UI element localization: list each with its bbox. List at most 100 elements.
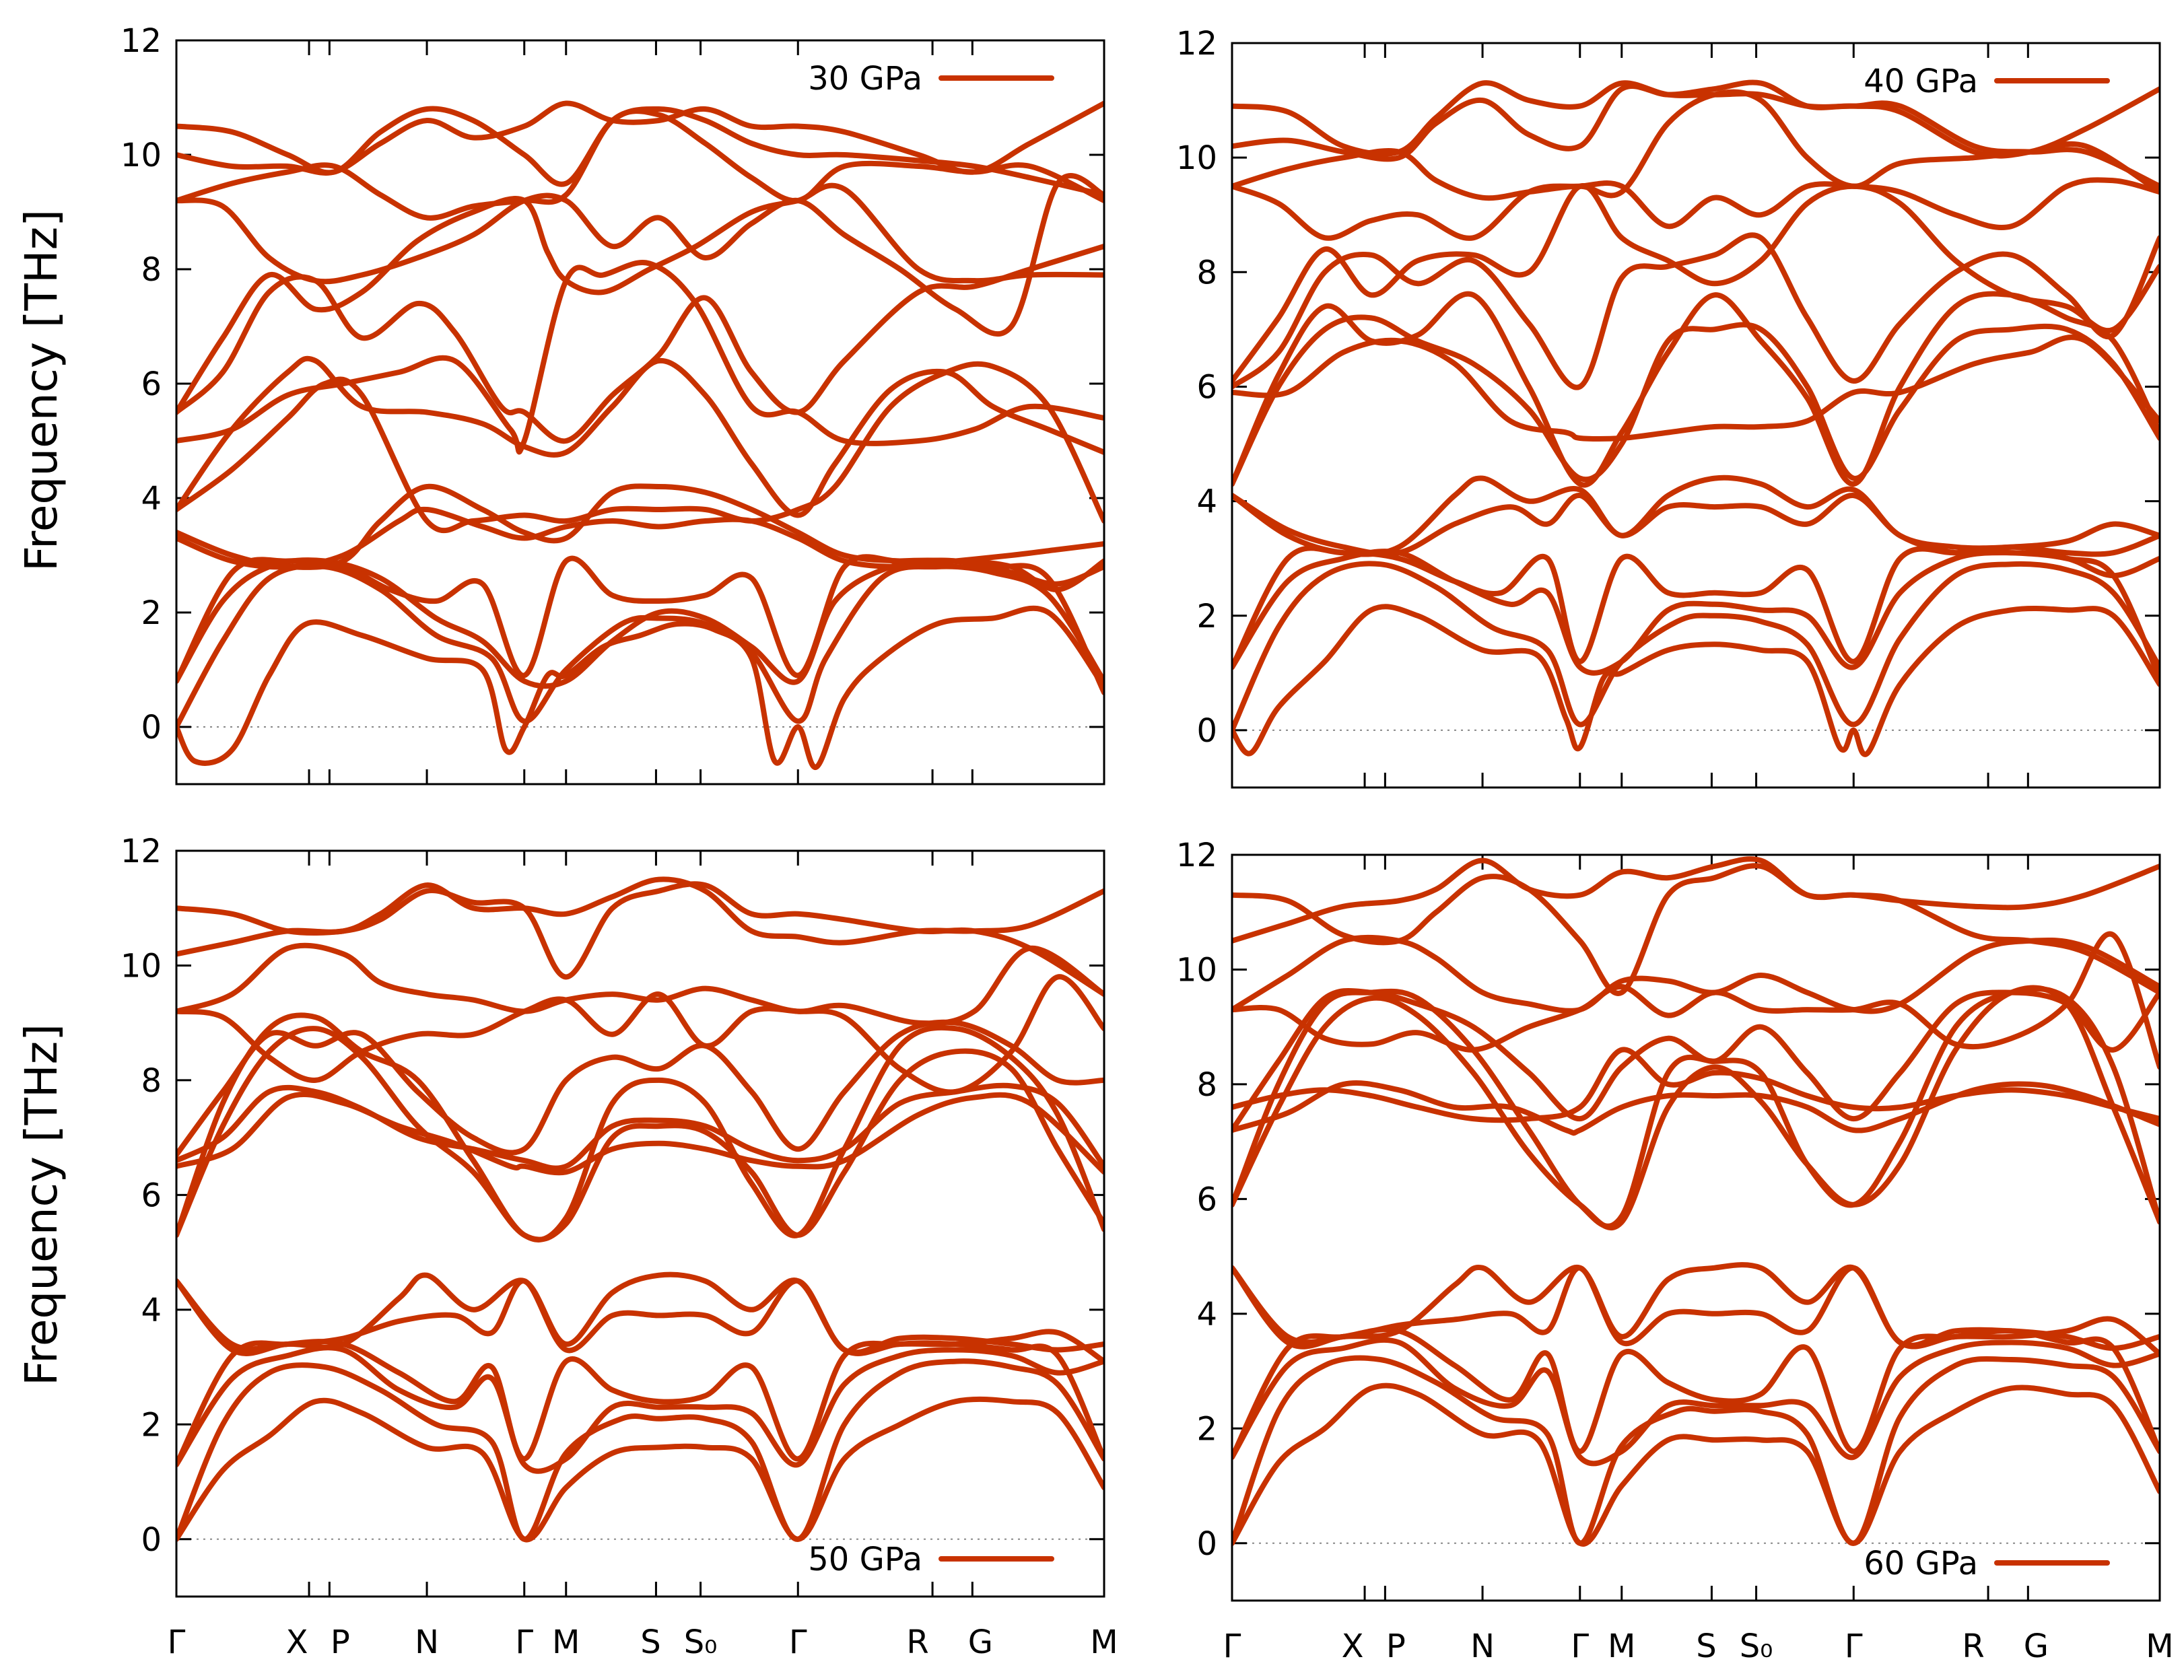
- plot-frame: [175, 849, 1105, 1598]
- y-tick-label: 8: [1196, 1066, 1217, 1104]
- phonon-band-1: [176, 605, 1104, 770]
- y-tick-label: 10: [1176, 139, 1217, 177]
- x-tick-label: G: [968, 1623, 993, 1661]
- phonon-band-2: [1232, 1355, 2160, 1546]
- phonon-band-6: [176, 1271, 1104, 1364]
- phonon-band-8: [176, 355, 1104, 518]
- x-tick-label: G: [2024, 1628, 2049, 1665]
- phonon-band-15: [176, 881, 1104, 998]
- phonon-band-8: [1232, 291, 2160, 488]
- legend-label: 50 GPa: [808, 1541, 922, 1578]
- x-tick-label: Γ: [1845, 1628, 1863, 1665]
- x-tick-label: S₀: [1740, 1628, 1773, 1665]
- y-tick-label: 6: [141, 1177, 162, 1214]
- phonon-band-8: [176, 1012, 1104, 1242]
- y-tick-label: 6: [1196, 368, 1217, 406]
- x-tick-label: R: [1962, 1628, 1984, 1665]
- phonon-band-9: [176, 260, 1104, 455]
- band-group: [176, 876, 1104, 1543]
- phonon-band-2: [176, 1358, 1104, 1542]
- x-tick-label: R: [906, 1623, 928, 1661]
- phonon-band-3: [1232, 1337, 2160, 1467]
- y-tick-label: 12: [121, 833, 162, 870]
- phonon-band-1: [1232, 604, 2160, 757]
- phonon-band-7: [176, 1026, 1104, 1242]
- phonon-band-14: [176, 876, 1104, 957]
- phonon-band-8: [1232, 986, 2160, 1229]
- x-tick-label: Γ: [168, 1623, 186, 1661]
- plot-frame: [175, 39, 1105, 785]
- y-tick-label: 2: [141, 1406, 162, 1444]
- x-tick-label: P: [1386, 1628, 1406, 1665]
- y-tick-label: 4: [1196, 1296, 1217, 1333]
- y-tick-label: 0: [141, 709, 162, 746]
- phonon-band-15: [1232, 863, 2160, 996]
- phonon-band-10: [1232, 1047, 2160, 1123]
- x-tick-label: M: [1090, 1623, 1118, 1661]
- x-tick-label: N: [1470, 1628, 1495, 1665]
- phonon-band-11: [176, 182, 1104, 415]
- phonon-band-13: [1232, 89, 2160, 201]
- x-tick-label: S: [1696, 1628, 1716, 1665]
- phonon-band-12: [176, 974, 1104, 1095]
- plot-frame: [1231, 42, 2161, 789]
- y-tick-label: 6: [141, 365, 162, 403]
- y-axis-label-bottom: Frequency [THz]: [15, 1024, 67, 1386]
- legend-label: 30 GPa: [808, 60, 922, 98]
- x-tick-label: Γ: [515, 1623, 533, 1661]
- phonon-band-12: [176, 173, 1104, 337]
- x-tick-label: N: [415, 1623, 439, 1661]
- phonon-band-1: [176, 1396, 1104, 1543]
- band-group: [1232, 856, 2160, 1547]
- x-tick-label: M: [1608, 1628, 1635, 1665]
- phonon-band-7: [1232, 314, 2160, 487]
- phonon-band-2: [176, 563, 1104, 730]
- y-tick-label: 8: [141, 251, 162, 289]
- panel-40gpa: 0 2 4 6 8 10 12 40 GPa: [1176, 25, 2161, 789]
- y-tick-label: 0: [1196, 1525, 1217, 1563]
- y-tick-label: 4: [1196, 483, 1217, 521]
- phonon-band-10: [1232, 232, 2160, 390]
- x-tick-label: X: [286, 1623, 308, 1661]
- phonon-band-11: [1232, 987, 2160, 1133]
- phonon-band-6: [176, 483, 1104, 587]
- y-tick-label: 2: [1196, 598, 1217, 635]
- panel-30gpa: 0 2 4 6 8 10 12 30 GPa: [121, 22, 1105, 785]
- band-group: [176, 100, 1104, 770]
- y-tick-label: 6: [1196, 1181, 1217, 1218]
- phonon-band-12: [1232, 177, 2160, 241]
- x-tick-label: Γ: [1223, 1628, 1241, 1665]
- y-tick-label: 0: [1196, 712, 1217, 750]
- phonon-band-9: [1232, 335, 2160, 442]
- y-tick-label: 10: [121, 947, 162, 985]
- legend-label: 60 GPa: [1864, 1545, 1978, 1582]
- x-tick-label: S: [640, 1623, 660, 1661]
- x-tick-label: S₀: [684, 1623, 718, 1661]
- y-axis-label-top: Frequency [THz]: [15, 209, 67, 571]
- phonon-band-5: [1232, 1265, 2160, 1351]
- x-tick-label: M: [2146, 1628, 2173, 1665]
- phonon-band-15: [176, 106, 1104, 198]
- phonon-band-9: [1232, 1080, 2160, 1136]
- y-tick-label: 12: [1176, 837, 1217, 874]
- y-tick-label: 12: [1176, 25, 1217, 63]
- x-tick-label: Γ: [789, 1623, 807, 1661]
- phonon-band-7: [1232, 985, 2160, 1230]
- phonon-band-1: [1232, 1382, 2160, 1547]
- plot-frame: [1231, 853, 2161, 1602]
- y-tick-label: 2: [1196, 1410, 1217, 1448]
- y-tick-label: 10: [121, 137, 162, 174]
- phonon-band-3: [176, 1345, 1104, 1474]
- x-tick-label: Γ: [1571, 1628, 1589, 1665]
- band-group: [1232, 79, 2160, 757]
- phonon-band-5: [176, 1278, 1104, 1356]
- phonon-band-6: [1232, 475, 2160, 557]
- phonon-band-11: [1232, 183, 2160, 384]
- phonon-band-15: [1232, 80, 2160, 189]
- y-tick-label: 8: [1196, 254, 1217, 291]
- phonon-band-13: [176, 942, 1104, 1026]
- y-tick-label: 4: [141, 480, 162, 518]
- legend-label: 40 GPa: [1864, 63, 1978, 100]
